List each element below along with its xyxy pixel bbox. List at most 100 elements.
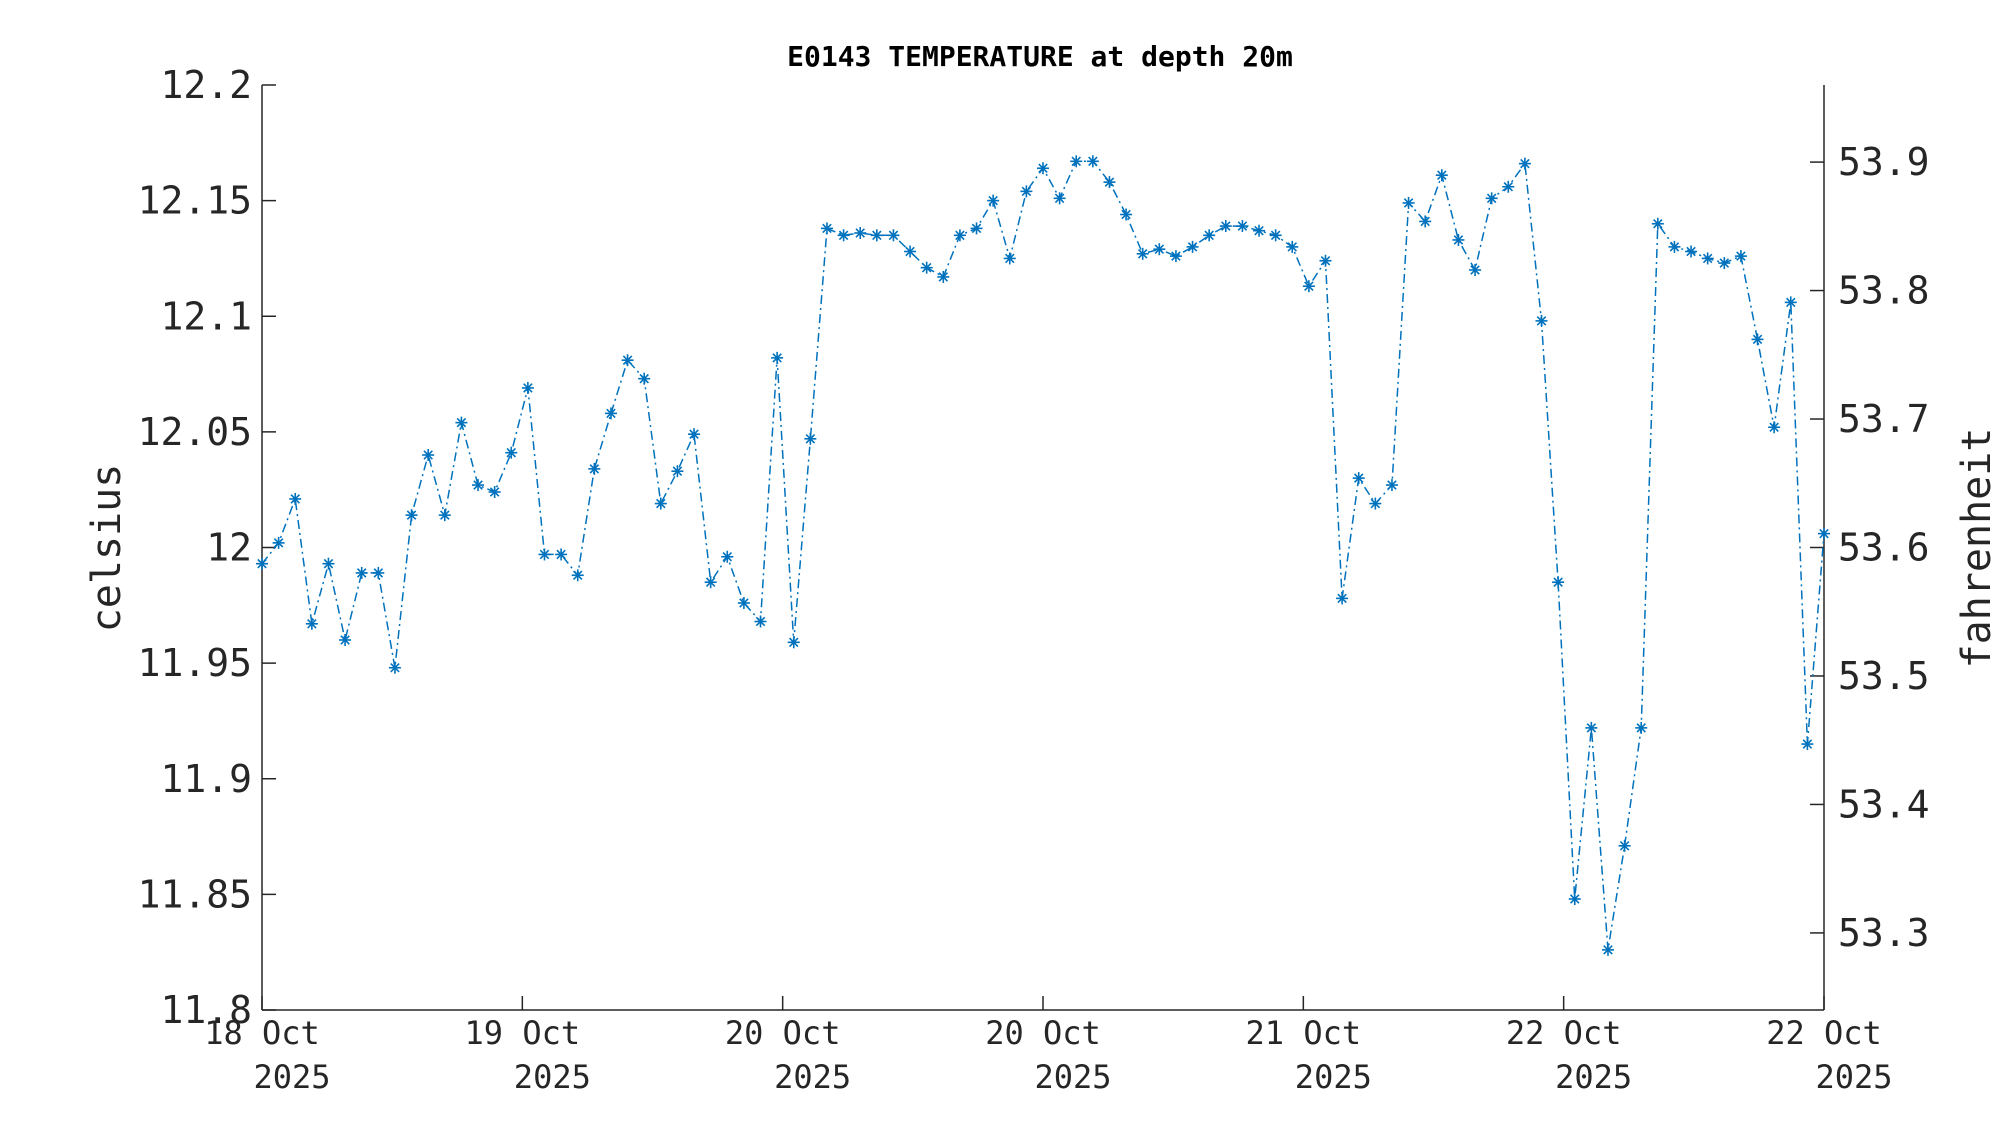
data-point-marker (704, 576, 717, 589)
data-point-marker (289, 492, 302, 505)
data-point-marker (754, 615, 767, 628)
x-tick-label-day: 19 Oct (465, 1014, 581, 1052)
y-tick-label-right: 53.7 (1838, 397, 1930, 441)
data-point-marker (887, 229, 900, 242)
data-point-marker (1336, 592, 1349, 605)
data-point-marker (1568, 893, 1581, 905)
data-point-marker (588, 462, 601, 475)
data-point-marker (1302, 280, 1315, 293)
data-point-marker (787, 636, 800, 649)
data-point-marker (1552, 576, 1565, 589)
y-axis-label-left: celsius (84, 464, 130, 633)
data-point-marker (1385, 479, 1398, 492)
data-point-marker (1086, 155, 1099, 168)
data-point-marker (1469, 264, 1482, 276)
data-point-marker (937, 270, 950, 283)
x-tick-label-day: 20 Oct (985, 1014, 1101, 1052)
y-tick-label-left: 11.85 (138, 872, 252, 916)
data-point-marker (1352, 472, 1365, 485)
x-tick-label-year: 2025 (1555, 1058, 1632, 1096)
x-tick-label-year: 2025 (774, 1058, 851, 1096)
data-point-marker (1502, 180, 1515, 193)
data-point-marker (505, 446, 518, 459)
data-point-marker (1153, 243, 1166, 256)
data-point-marker (571, 569, 584, 582)
y-tick-label-right: 53.8 (1838, 269, 1930, 313)
data-point-marker (322, 557, 335, 570)
chart-title: E0143 TEMPERATURE at depth 20m (787, 40, 1293, 73)
data-point-marker (1136, 247, 1149, 260)
data-point-marker (970, 222, 983, 235)
data-point-marker (1701, 252, 1714, 265)
data-point-marker (1003, 252, 1016, 265)
data-point-marker (372, 566, 385, 579)
x-tick-label-day: 20 Oct (725, 1014, 841, 1052)
y-tick-label-left: 12.15 (138, 179, 252, 223)
data-point-marker (455, 416, 468, 429)
y-tick-label-right: 53.9 (1838, 140, 1930, 184)
data-point-marker (422, 449, 435, 461)
data-point-marker (1718, 257, 1731, 270)
y-tick-label-right: 53.6 (1838, 526, 1930, 570)
data-point-marker (870, 229, 883, 242)
data-point-marker (1419, 215, 1432, 228)
data-point-marker (953, 229, 966, 242)
y-tick-label-left: 11.9 (160, 757, 252, 801)
data-point-marker (1435, 169, 1448, 182)
y-tick-label-right: 53.5 (1838, 654, 1930, 698)
data-point-marker (1485, 192, 1498, 205)
y-tick-label-right: 53.4 (1838, 782, 1930, 826)
data-point-marker (1319, 254, 1332, 267)
data-point-marker (305, 617, 318, 630)
data-point-marker (621, 354, 634, 367)
x-tick-label-year: 2025 (253, 1058, 330, 1096)
data-point-marker (538, 548, 551, 561)
data-point-marker (1203, 229, 1216, 242)
x-tick-label-year: 2025 (1034, 1058, 1111, 1096)
x-tick-label-day: 22 Oct (1766, 1014, 1882, 1052)
data-point-marker (1734, 250, 1747, 263)
y-tick-label-left: 12.1 (160, 294, 252, 338)
data-point-marker (1685, 245, 1698, 258)
data-point-marker (688, 428, 701, 441)
data-point-marker (638, 372, 651, 385)
data-point-marker (1369, 497, 1382, 510)
data-point-marker (388, 661, 401, 674)
x-tick-label-year: 2025 (1295, 1058, 1372, 1096)
data-point-marker (1402, 196, 1415, 209)
data-point-marker (671, 465, 684, 478)
data-point-marker (472, 479, 485, 492)
axes: 12.2 12.15 12.1 12.05 12 11.95 11.9 11.85 11.8 53… (138, 63, 1930, 1096)
data-point-marker (1668, 240, 1681, 253)
data-point-marker (1452, 233, 1465, 246)
data-point-marker (1103, 176, 1116, 189)
data-point-marker (1253, 224, 1266, 237)
data-point-marker (1020, 185, 1033, 198)
data-point-marker (256, 557, 268, 570)
data-point-marker (1651, 217, 1664, 230)
data-point-marker (1618, 839, 1631, 852)
y-tick-label-left: 11.8 (160, 988, 252, 1032)
data-point-marker (854, 227, 867, 239)
y-axis-label-right: fahrenheit (1954, 428, 2000, 669)
plot-area (262, 85, 1824, 1010)
y-tick-label-left: 11.95 (138, 641, 252, 685)
data-point-marker (1801, 738, 1814, 751)
data-point-marker (920, 261, 933, 274)
data-point-marker (339, 634, 352, 646)
data-point-marker (1236, 220, 1249, 233)
data-point-marker (1037, 162, 1049, 175)
y-tick-label-left: 12.05 (138, 410, 252, 454)
data-point-marker (1585, 721, 1598, 734)
data-point-marker (604, 407, 617, 420)
data-point-marker (1818, 527, 1830, 540)
y-tick-label-left: 12 (206, 526, 252, 570)
data-point-marker (405, 509, 418, 522)
data-point-marker (1784, 296, 1797, 309)
x-tick-label-day: 21 Oct (1246, 1014, 1362, 1052)
data-point-marker (987, 194, 1000, 207)
data-point-marker (438, 509, 451, 522)
data-point-marker (488, 486, 501, 498)
data-point-marker (1169, 250, 1182, 263)
